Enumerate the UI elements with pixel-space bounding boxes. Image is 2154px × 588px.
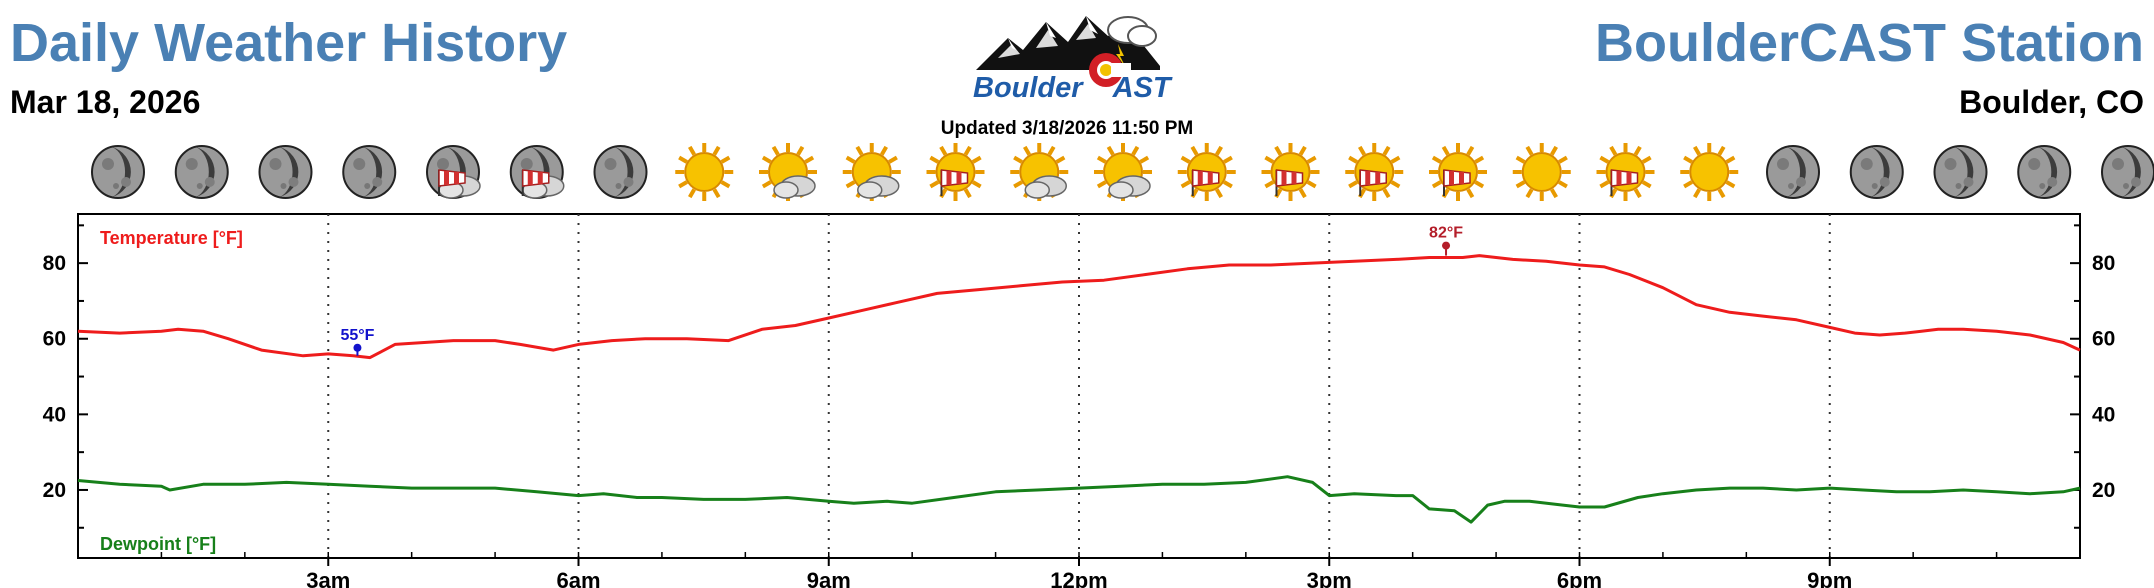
weather-chart: 3am 6am 9am 12pm 3pm 6pm 9pm 20 20 40 40 60 60 80 80 Te…: [43, 213, 2115, 588]
sun-windsock-icon: [1596, 143, 1655, 201]
sun-cloud-icon: [1094, 143, 1152, 201]
y-tick-label-left: 20: [43, 479, 66, 502]
moon-icon: [1766, 145, 1820, 199]
moon-icon: [91, 145, 145, 199]
moon-icon: [2017, 145, 2072, 199]
y-tick-label-right: 20: [2092, 479, 2115, 502]
y-tick-label-left: 80: [43, 252, 66, 275]
temperature-legend: Temperature [°F]: [100, 228, 243, 248]
x-tick-label: 3pm: [1307, 568, 1352, 588]
x-tick-label: 6pm: [1557, 568, 1602, 588]
sun-icon: [1512, 143, 1571, 201]
sun-windsock-icon: [1429, 143, 1487, 201]
sun-windsock-icon: [1261, 143, 1320, 201]
max-temp-label: 82°F: [1429, 225, 1463, 242]
y-tick-label-right: 40: [2092, 403, 2115, 426]
moon-icon: [342, 145, 397, 199]
x-tick-label: 9pm: [1807, 568, 1852, 588]
sun-icon: [675, 143, 734, 201]
annotation-marker: [353, 343, 362, 352]
sun-windsock-icon: [1345, 143, 1404, 201]
date-label: Mar 18, 2026: [10, 84, 201, 120]
moon-icon: [174, 145, 229, 199]
sun-cloud-icon: [1010, 143, 1069, 201]
temperature-line: [77, 254, 2081, 360]
y-tick-label-left: 60: [43, 328, 66, 351]
sun-cloud-icon: [842, 143, 901, 201]
location-label: Boulder, CO: [1959, 84, 2144, 120]
moon-icon: [1849, 145, 1904, 199]
x-tick-label: 6am: [556, 568, 600, 588]
x-tick-label: 3am: [306, 568, 350, 588]
hourly-icon-row: [91, 143, 2154, 201]
sun-cloud-icon: [759, 143, 817, 201]
sun-windsock-icon: [926, 143, 985, 201]
sun-windsock-icon: [1177, 143, 1236, 201]
x-tick-label: 12pm: [1050, 568, 1107, 588]
moon-icon: [593, 145, 648, 199]
moon-icon: [2101, 145, 2154, 199]
mountain-logo-icon: [976, 16, 1160, 87]
updated-timestamp: Updated 3/18/2026 11:50 PM: [940, 118, 1194, 139]
annotation-marker: [1442, 241, 1451, 250]
sun-icon: [1680, 143, 1739, 201]
logo-text: Boulder AST: [973, 72, 1171, 104]
dewpoint-line: [77, 475, 2081, 524]
min-temp-label: 55°F: [340, 327, 374, 344]
y-tick-label-left: 40: [43, 403, 66, 426]
y-tick-label-right: 60: [2092, 328, 2115, 351]
moon-cloud-windsock-icon: [426, 145, 481, 199]
y-tick-label-right: 80: [2092, 252, 2115, 275]
moon-cloud-windsock-icon: [509, 145, 565, 199]
x-tick-label: 9am: [807, 568, 851, 588]
moon-icon: [1933, 145, 1988, 199]
station-title: BoulderCAST Station: [1595, 13, 2144, 73]
moon-icon: [258, 145, 313, 199]
bouldercast-logo: [968, 8, 1168, 116]
page-title: Daily Weather History: [10, 13, 568, 73]
dewpoint-legend: Dewpoint [°F]: [100, 534, 216, 554]
